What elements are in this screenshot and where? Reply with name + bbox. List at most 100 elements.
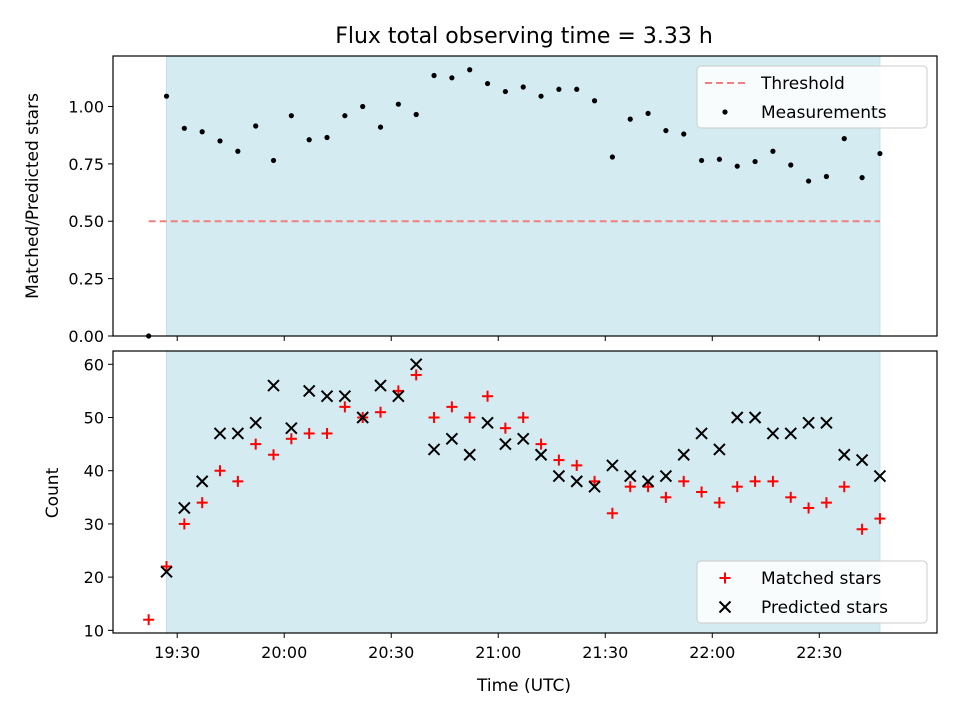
measurements-point bbox=[163, 93, 170, 99]
predicted-stars-point bbox=[267, 379, 280, 392]
predicted-stars-point bbox=[552, 469, 566, 483]
matched-stars-point bbox=[767, 475, 779, 487]
top-y-tick-label: 0.25 bbox=[68, 270, 104, 289]
measurements-point bbox=[360, 103, 366, 110]
x-tick-label: 19:30 bbox=[154, 643, 200, 662]
bottom-y-tick-label: 40 bbox=[84, 462, 104, 481]
legend-measurements-label: Measurements bbox=[761, 103, 887, 123]
measurements-point bbox=[306, 137, 312, 143]
measurements-point bbox=[413, 111, 419, 118]
predicted-stars-point bbox=[873, 469, 887, 483]
measurements-point bbox=[556, 86, 562, 92]
measurements-point bbox=[841, 136, 847, 142]
matched-stars-point bbox=[820, 497, 832, 509]
matched-stars-point bbox=[803, 502, 815, 514]
legend-matched-stars-swatch bbox=[719, 572, 731, 584]
x-tick-label: 22:00 bbox=[689, 643, 735, 662]
top-legend: Threshold Measurements bbox=[696, 65, 928, 129]
matched-stars-point bbox=[392, 385, 404, 397]
measurements-point bbox=[859, 175, 865, 181]
predicted-stars-point bbox=[481, 416, 494, 430]
predicted-stars-point bbox=[302, 384, 316, 398]
matched-stars-point bbox=[285, 433, 297, 445]
predicted-stars-point bbox=[320, 390, 334, 403]
measurements-point bbox=[324, 134, 330, 141]
matched-stars-point bbox=[428, 412, 440, 424]
predicted-stars-point bbox=[213, 427, 227, 440]
predicted-stars-point bbox=[641, 475, 655, 488]
predicted-stars-point bbox=[820, 416, 833, 430]
matched-stars-point bbox=[232, 475, 244, 487]
predicted-stars-point bbox=[766, 427, 780, 440]
matched-stars-point bbox=[606, 507, 618, 519]
top-axes-frame bbox=[112, 55, 938, 337]
matched-stars-point bbox=[731, 481, 743, 493]
bottom-legend: Matched stars Predicted stars bbox=[696, 560, 928, 624]
bottom-axes-frame bbox=[112, 350, 938, 634]
matched-stars-point bbox=[856, 523, 868, 535]
measurements-point bbox=[698, 157, 705, 164]
matched-stars-point bbox=[178, 518, 190, 530]
matched-stars-point bbox=[713, 497, 725, 509]
predicted-stars-point bbox=[285, 421, 298, 435]
bottom-y-axis-label: Count bbox=[43, 467, 63, 518]
measurements-point bbox=[770, 148, 776, 154]
matched-stars-point bbox=[838, 481, 850, 493]
matched-stars-point bbox=[161, 560, 173, 572]
matched-stars-point bbox=[410, 369, 422, 381]
matched-stars-point bbox=[464, 412, 476, 424]
predicted-stars-point bbox=[445, 432, 459, 445]
legend-box bbox=[696, 560, 928, 624]
top-y-tick-label: 0.75 bbox=[68, 155, 104, 174]
bottom-y-tick-label: 60 bbox=[84, 355, 104, 374]
matched-stars-point bbox=[303, 427, 315, 439]
measurements-point bbox=[574, 86, 580, 92]
predicted-stars-point bbox=[409, 358, 423, 371]
predicted-stars-point bbox=[534, 448, 548, 461]
matched-stars-point bbox=[482, 390, 494, 402]
measurements-point bbox=[288, 113, 294, 119]
predicted-stars-point bbox=[427, 443, 441, 456]
predicted-stars-point bbox=[160, 565, 173, 579]
measurements-point bbox=[645, 110, 651, 116]
matched-stars-point bbox=[589, 475, 601, 487]
predicted-stars-point bbox=[356, 411, 369, 424]
bottom-y-tick-label: 20 bbox=[84, 568, 104, 587]
legend-predicted-stars-label: Predicted stars bbox=[761, 598, 888, 618]
ratio-panel: 0.00 0.25 0.50 0.75 1.00 Threshold Measurement… bbox=[68, 55, 938, 346]
predicted-stars-point bbox=[517, 432, 530, 445]
x-tick-label: 20:30 bbox=[368, 643, 414, 662]
measurements-point bbox=[217, 138, 223, 144]
measurements-point bbox=[484, 80, 491, 87]
matched-stars-point bbox=[339, 401, 351, 413]
measurements-point bbox=[395, 101, 401, 107]
predicted-stars-point bbox=[677, 448, 690, 461]
matched-stars-point bbox=[321, 427, 333, 439]
matched-stars-point bbox=[553, 454, 565, 466]
measurements-point bbox=[716, 156, 723, 162]
x-tick-label: 20:00 bbox=[261, 643, 307, 662]
predicted-stars-point bbox=[374, 379, 387, 392]
matched-stars-point bbox=[874, 513, 886, 525]
predicted-stars-point bbox=[338, 390, 352, 403]
matched-stars-point bbox=[143, 614, 155, 626]
predicted-stars-point bbox=[624, 469, 637, 483]
x-tick-label: 22:30 bbox=[796, 643, 842, 662]
measurements-point bbox=[591, 98, 598, 104]
measurements-point bbox=[342, 113, 348, 119]
matched-stars-point bbox=[535, 438, 547, 450]
matched-stars-point bbox=[624, 481, 636, 493]
predicted-stars-point bbox=[588, 480, 601, 493]
predicted-stars-point bbox=[231, 427, 245, 440]
predicted-stars-point bbox=[695, 427, 708, 440]
legend-matched-stars-label: Matched stars bbox=[761, 569, 881, 589]
bottom-y-tick-label: 30 bbox=[84, 515, 104, 534]
matched-stars-point bbox=[499, 422, 511, 434]
predicted-stars-point bbox=[570, 475, 583, 488]
predicted-stars-point bbox=[499, 437, 512, 451]
matched-stars-point bbox=[214, 465, 226, 477]
predicted-stars-point bbox=[249, 416, 262, 430]
measurements-point bbox=[377, 124, 384, 130]
matched-stars-point bbox=[268, 449, 280, 461]
